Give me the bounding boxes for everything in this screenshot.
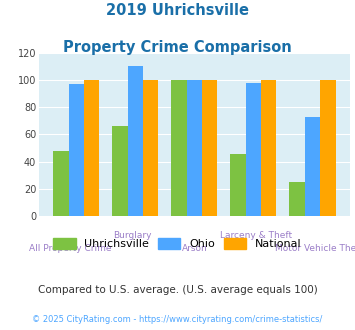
Text: Arson: Arson [181, 244, 207, 253]
Bar [261, 80, 277, 216]
Text: Burglary: Burglary [113, 231, 152, 240]
Text: Compared to U.S. average. (U.S. average equals 100): Compared to U.S. average. (U.S. average … [38, 285, 317, 295]
Bar [320, 80, 335, 216]
Bar [69, 84, 84, 216]
Bar [112, 126, 127, 216]
Bar [305, 117, 320, 216]
Bar [187, 80, 202, 216]
Bar [230, 153, 246, 216]
Text: 2019 Uhrichsville: 2019 Uhrichsville [106, 3, 249, 18]
Bar [127, 66, 143, 216]
Bar [143, 80, 158, 216]
Legend: Uhrichsville, Ohio, National: Uhrichsville, Ohio, National [49, 233, 306, 253]
Bar [202, 80, 217, 216]
Text: Property Crime Comparison: Property Crime Comparison [63, 40, 292, 54]
Text: Motor Vehicle Theft: Motor Vehicle Theft [275, 244, 355, 253]
Bar [289, 182, 305, 216]
Bar [53, 151, 69, 216]
Text: All Property Crime: All Property Crime [29, 244, 111, 253]
Bar [84, 80, 99, 216]
Bar [171, 80, 187, 216]
Text: Larceny & Theft: Larceny & Theft [220, 231, 293, 240]
Text: © 2025 CityRating.com - https://www.cityrating.com/crime-statistics/: © 2025 CityRating.com - https://www.city… [32, 315, 323, 324]
Bar [246, 83, 261, 216]
